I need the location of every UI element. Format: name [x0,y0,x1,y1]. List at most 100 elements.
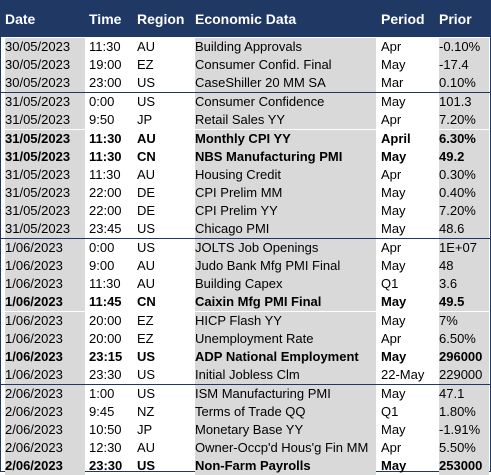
cell-prior: 0.40% [439,184,489,202]
cell-region: US [137,75,156,90]
cell-prior: 48 [439,257,489,275]
header-time: Time [89,11,122,27]
cell-period: May [381,94,406,109]
cell-date: 1/06/2023 [5,275,85,293]
table-row: 1/06/2023 9:00 AU Judo Bank Mfg PMI Final Ma… [1,257,490,275]
table-row: 31/05/2023 9:50 JP Retail Sales YY Apr 7.20% [1,111,490,129]
table-row: 1/06/2023 11:45 CN Caixin Mfg PMI Final May 4… [1,293,490,311]
cell-region: AU [137,167,156,182]
table-row: 31/05/2023 23:45 US Chicago PMI May 48.6 [1,220,490,238]
cell-date: 1/06/2023 [5,330,85,348]
cell-prior: -1.91% [439,421,489,439]
cell-economic-data: Caixin Mfg PMI Final [195,293,376,311]
cell-time: 11:45 [89,294,122,309]
cell-region: CN [137,149,156,164]
cell-period: May [381,221,406,236]
cell-period: Apr [381,39,402,54]
cell-region: US [137,221,156,236]
cell-prior: 7.20% [439,202,489,220]
cell-time: 1:00 [89,386,115,401]
cell-economic-data: ISM Manufacturing PMI [195,385,376,403]
cell-time: 9:50 [89,112,115,127]
cell-region: US [137,458,156,473]
cell-date: 30/05/2023 [5,38,85,56]
cell-date: 30/05/2023 [5,74,85,92]
cell-region: EZ [137,313,154,328]
cell-date: 1/06/2023 [5,312,85,330]
cell-date: 31/05/2023 [5,166,85,184]
cell-period: May [381,422,406,437]
cell-date: 30/05/2023 [5,56,85,74]
cell-period: May [381,185,406,200]
cell-date: 2/06/2023 [5,385,85,403]
cell-region: US [137,240,156,255]
cell-date: 2/06/2023 [5,457,85,475]
cell-time: 11:30 [89,167,121,182]
table-row: 2/06/2023 23:30 US Non-Farm Payrolls May 2530… [1,457,490,475]
cell-period: Mar [381,75,404,90]
cell-date: 2/06/2023 [5,421,85,439]
cell-date: 1/06/2023 [5,348,85,366]
cell-time: 0:00 [89,240,115,255]
cell-time: 23:45 [89,221,122,236]
cell-prior: -17.4 [439,56,489,74]
cell-period: Apr [381,331,402,346]
cell-date: 1/06/2023 [5,366,85,384]
header-period: Period [381,11,425,27]
cell-economic-data: Chicago PMI [195,220,376,238]
table-row: 1/06/2023 11:30 AU Building Capex Q1 3.6 [1,275,490,293]
cell-economic-data: Monetary Base YY [195,421,376,439]
table-row: 31/05/2023 0:00 US Consumer Confidence May 10… [1,93,490,111]
cell-time: 9:45 [89,404,115,419]
day-separator [1,384,490,385]
cell-prior: 3.6 [439,275,489,293]
cell-period: May [381,386,406,401]
cell-economic-data: Owner-Occp'd Hous'g Fin MM [195,439,376,457]
cell-economic-data: Initial Jobless Clm [195,366,376,384]
cell-region: AU [137,39,156,54]
cell-economic-data: Consumer Confidence [195,93,376,111]
cell-region: US [137,367,156,382]
cell-time: 22:00 [89,203,122,218]
cell-time: 9:00 [89,258,115,273]
cell-period: April [381,131,411,146]
cell-economic-data: NBS Manufacturing PMI [195,148,376,166]
cell-region: NZ [137,404,155,419]
cell-period: Q1 [381,276,399,291]
table-header-row: Date Time Region Economic Data Period Pr… [1,1,490,37]
cell-economic-data: Housing Credit [195,166,376,184]
cell-period: May [381,149,407,164]
cell-date: 1/06/2023 [5,257,85,275]
cell-time: 10:50 [89,422,122,437]
cell-time: 0:00 [89,94,115,109]
cell-economic-data: HICP Flash YY [195,312,376,330]
cell-date: 31/05/2023 [5,220,85,238]
day-separator [1,92,490,93]
day-separator [1,238,490,239]
cell-date: 1/06/2023 [5,293,85,311]
cell-region: DE [137,203,156,218]
cell-period: Apr [381,440,402,455]
cell-prior: 1E+07 [439,239,489,257]
table-row: 1/06/2023 20:00 EZ Unemployment Rate Apr 6.50… [1,330,490,348]
cell-region: US [137,349,156,364]
cell-region: JP [137,422,153,437]
header-region: Region [137,11,185,27]
cell-prior: 1.80% [439,403,489,421]
cell-period: May [381,57,406,72]
table-row: 31/05/2023 11:30 CN NBS Manufacturing PMI Ma… [1,148,490,166]
cell-economic-data: Building Approvals [195,38,376,56]
cell-date: 31/05/2023 [5,130,85,148]
cell-prior: 7% [439,312,489,330]
cell-time: 20:00 [89,313,122,328]
cell-date: 31/05/2023 [5,93,85,111]
cell-economic-data: Monthly CPI YY [195,130,376,148]
cell-prior: 47.1 [439,385,489,403]
table-row: 2/06/2023 10:50 JP Monetary Base YY May -1.91… [1,421,490,439]
cell-period: May [381,294,407,309]
cell-economic-data: CPI Prelim YY [195,202,376,220]
cell-economic-data: Retail Sales YY [195,111,376,129]
cell-economic-data: Judo Bank Mfg PMI Final [195,257,376,275]
table-row: 31/05/2023 11:30 AU Housing Credit Apr 0.30% [1,166,490,184]
cell-economic-data: Unemployment Rate [195,330,376,348]
